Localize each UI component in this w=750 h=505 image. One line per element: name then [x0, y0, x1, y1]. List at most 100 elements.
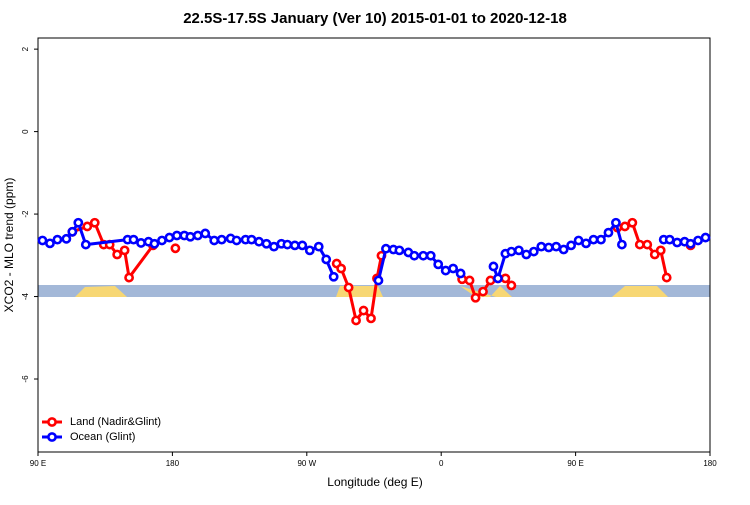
x-tick-label: 180 [166, 459, 180, 468]
point [304, 245, 315, 256]
point [627, 217, 638, 228]
point [73, 217, 84, 228]
y-tick-label: -4 [21, 292, 30, 300]
point [642, 239, 653, 250]
legend-label: Ocean (Glint) [70, 431, 135, 443]
point [611, 217, 621, 228]
point [343, 282, 354, 293]
point [89, 217, 100, 228]
point [313, 241, 324, 252]
point [672, 237, 683, 248]
point [157, 235, 167, 246]
point [558, 244, 569, 255]
point [164, 232, 175, 243]
point [297, 240, 308, 251]
point [381, 243, 391, 254]
point [231, 235, 242, 246]
point [366, 313, 376, 324]
point [700, 232, 711, 243]
x-tick-label: 180 [703, 459, 717, 468]
point [536, 241, 547, 252]
point [581, 238, 591, 249]
point [37, 235, 48, 246]
x-tick-label: 90 E [30, 459, 46, 468]
point [171, 230, 182, 241]
point [254, 236, 264, 247]
point [464, 275, 475, 286]
point [551, 241, 562, 252]
point [185, 231, 196, 242]
legend-label: Land (Nadir&Glint) [70, 416, 161, 428]
y-tick-label: 2 [21, 46, 30, 51]
point [351, 315, 361, 326]
point [61, 233, 72, 244]
point [616, 239, 627, 250]
x-tick-label: 0 [439, 459, 444, 468]
point [693, 235, 703, 246]
point [528, 246, 539, 257]
x-tick-label: 90 W [297, 459, 316, 468]
legend-marker [47, 432, 57, 442]
point [200, 228, 211, 239]
point [448, 263, 459, 274]
point [209, 235, 220, 246]
point [596, 234, 606, 245]
point [603, 227, 614, 238]
point [373, 275, 384, 286]
legend-marker [47, 417, 57, 427]
point [149, 238, 160, 249]
point [358, 305, 369, 316]
point [488, 261, 499, 272]
point [661, 272, 672, 283]
point [573, 235, 584, 246]
point [455, 268, 466, 279]
legend: Land (Nadir&Glint) Ocean (Glint) [42, 416, 161, 443]
point [425, 250, 436, 261]
point [269, 241, 279, 252]
point [261, 238, 272, 249]
point [246, 234, 257, 245]
point [543, 242, 554, 253]
y-axis-label: XCO2 - MLO trend (ppm) [2, 178, 16, 313]
x-axis-label: Longitude (deg E) [327, 475, 422, 489]
point [513, 245, 524, 256]
point [685, 238, 696, 249]
point [506, 280, 517, 291]
point [82, 221, 93, 232]
y-tick-label: -2 [21, 210, 30, 218]
point [80, 239, 91, 250]
point [282, 239, 293, 250]
point [655, 245, 666, 256]
point [128, 234, 139, 245]
land-strip [612, 286, 668, 297]
point [493, 273, 503, 284]
point [321, 254, 332, 265]
point [216, 234, 227, 245]
point [170, 243, 181, 254]
x-tick-label: 90 E [567, 459, 583, 468]
point [634, 239, 645, 250]
point [619, 221, 630, 232]
point [440, 265, 451, 276]
y-tick-label: 0 [21, 129, 30, 134]
point [45, 238, 55, 249]
chart-title: 22.5S-17.5S January (Ver 10) 2015-01-01 … [183, 10, 567, 27]
point [588, 234, 599, 245]
point [136, 238, 146, 248]
point [566, 240, 577, 251]
point [52, 234, 63, 245]
point [112, 249, 123, 260]
point [289, 240, 300, 251]
point [192, 230, 203, 241]
point [433, 259, 444, 270]
point [664, 234, 675, 245]
point [500, 273, 511, 284]
point [485, 275, 496, 286]
point [470, 292, 481, 303]
point [409, 250, 420, 261]
point [124, 272, 134, 283]
plot-frame [37, 37, 711, 453]
y-tick-label: -6 [21, 375, 30, 383]
point [418, 250, 429, 261]
